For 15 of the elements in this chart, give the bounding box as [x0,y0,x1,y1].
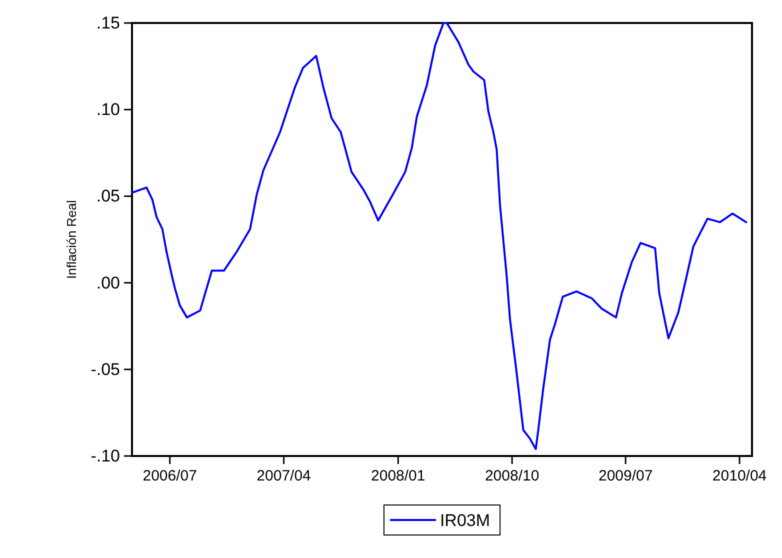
legend-label: IR03M [440,511,490,530]
y-tick-label: .10 [96,100,120,120]
x-tick-label: 2007/04 [256,468,311,485]
x-tick-label: 2009/07 [598,468,653,485]
y-tick-label: .00 [96,273,120,292]
x-tick-label: 2006/07 [142,468,197,485]
x-tick-label: 2010/04 [712,468,767,485]
y-axis-title: Inflación Real [64,200,79,279]
x-tick-label: 2008/10 [484,468,540,485]
y-tick-label: -.10 [90,446,120,466]
x-tick-label: 2008/01 [371,468,426,485]
y-tick-label: .05 [96,186,120,206]
y-tick-label: -.05 [90,360,120,379]
y-tick-label: .15 [96,13,120,32]
line-series [131,22,748,450]
